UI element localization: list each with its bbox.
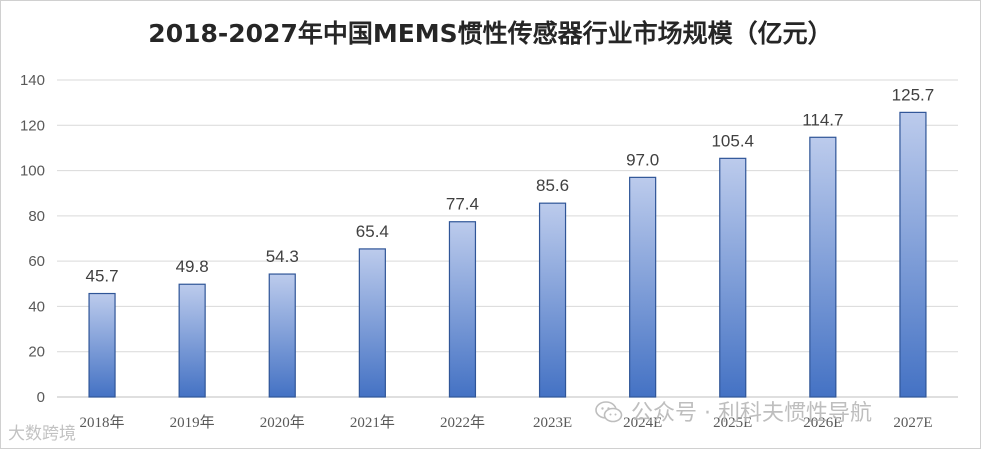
y-tick-label: 140 (20, 72, 45, 89)
bar-value-label: 105.4 (711, 131, 754, 150)
x-tick-label: 2021年 (350, 414, 395, 431)
x-tick-label: 2022年 (440, 414, 485, 431)
y-tick-label: 120 (20, 117, 45, 134)
bar-value-label: 77.4 (446, 195, 479, 214)
x-tick-label: 2023E (533, 415, 572, 431)
bar-series: 45.7 49.8 54.3 65.4 77.4 85.6 97.0 105.4 114.7 12… (86, 85, 935, 398)
bar-value-label: 49.8 (176, 257, 209, 276)
bar (178, 283, 206, 398)
bar-value-label: 85.6 (536, 176, 569, 195)
bar (88, 292, 116, 398)
x-tick-label: 2019年 (170, 414, 215, 431)
y-tick-label: 80 (28, 208, 45, 225)
bar (538, 202, 567, 398)
y-tick-label: 40 (28, 298, 45, 315)
bar (268, 273, 296, 398)
y-axis: 0 20 40 60 80 100 120 140 (20, 72, 45, 406)
x-tick-label: 2025E (713, 415, 752, 431)
y-tick-label: 20 (28, 344, 45, 361)
watermark-right: 公众号 · 利科夫惯性导航 (595, 395, 872, 427)
y-tick-label: 0 (37, 389, 45, 406)
bar (899, 111, 927, 398)
watermark-left: 大数跨境 (8, 424, 76, 444)
x-axis: 2018年 2019年 2020年 2021年 2022年 2023E 2024E 2025E… (80, 414, 933, 431)
bar-value-label: 65.4 (356, 222, 389, 241)
grid-lines (57, 79, 958, 398)
bar-value-label: 54.3 (266, 247, 299, 266)
x-tick-label: 2024E (623, 415, 662, 431)
x-tick-label: 2026E (803, 415, 842, 431)
bar-value-label: 114.7 (802, 110, 843, 129)
bar-value-label: 97.0 (626, 150, 659, 169)
bar-value-label: 125.7 (892, 85, 935, 104)
x-tick-label: 2020年 (260, 414, 305, 431)
chart-title: 2018-2027年中国MEMS惯性传感器行业市场规模（亿元） (148, 19, 833, 48)
bar (448, 221, 477, 398)
y-tick-label: 60 (28, 253, 45, 270)
wechat-icon (595, 401, 623, 423)
bar (629, 176, 657, 398)
bar (719, 157, 747, 398)
y-tick-label: 100 (20, 163, 45, 180)
x-tick-label: 2018年 (80, 414, 125, 431)
watermark-right-text: 公众号 · 利科夫惯性导航 (631, 401, 872, 426)
bar-value-label: 45.7 (86, 267, 119, 286)
bar (809, 136, 837, 398)
x-tick-label: 2027E (893, 415, 932, 431)
bar (358, 248, 386, 398)
